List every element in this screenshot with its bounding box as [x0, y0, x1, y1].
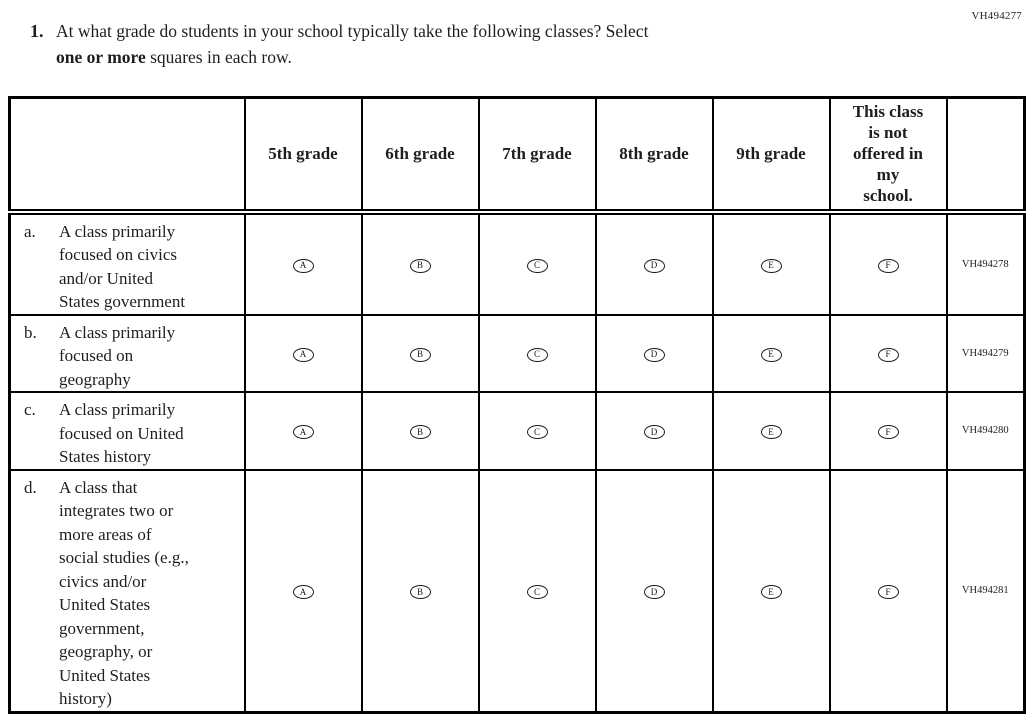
row-letter: c. [24, 400, 36, 419]
table-row-b: b. A class primarily focused on geograph… [9, 313, 1025, 392]
cell-b-not-offered: F [828, 313, 947, 392]
row-label-cell: a. A class primarily focused on civics a… [10, 212, 245, 315]
question-line2-rest: squares in each row. [145, 47, 292, 67]
row-letter: d. [24, 477, 37, 497]
answer-bubble-f[interactable]: F [877, 425, 899, 440]
cell-d-not-offered: F [828, 468, 947, 712]
cell-c-7th: C [477, 391, 596, 470]
answer-bubble-b[interactable]: B [409, 347, 431, 362]
question-bold-phrase: one or more [56, 47, 146, 67]
cell-b-7th: C [477, 313, 596, 392]
header-7th-grade: 7th grade [477, 97, 596, 215]
answer-bubble-d[interactable]: D [643, 425, 665, 440]
row-code: VH494280 [945, 391, 1025, 470]
answer-bubble-d[interactable]: D [643, 585, 665, 599]
cell-b-8th: D [594, 313, 713, 392]
answer-bubble-b[interactable]: B [409, 585, 431, 599]
answer-bubble-d[interactable]: D [643, 258, 665, 273]
cell-a-not-offered: F [828, 211, 947, 315]
answer-bubble-a[interactable]: A [292, 347, 314, 362]
cell-b-6th: B [360, 313, 479, 392]
answer-bubble-c[interactable]: C [526, 258, 548, 273]
answer-bubble-e[interactable]: E [760, 347, 782, 362]
answer-bubble-d[interactable]: D [643, 347, 665, 362]
header-5th-grade: 5th grade [243, 97, 362, 215]
answer-bubble-b[interactable]: B [409, 425, 431, 440]
cell-d-6th: B [360, 468, 479, 712]
cell-a-6th: B [360, 211, 479, 315]
answer-bubble-e[interactable]: E [760, 585, 782, 599]
row-letter: a. [24, 221, 36, 241]
cell-c-9th: E [711, 391, 830, 470]
header-8th-grade: 8th grade [594, 97, 713, 215]
answer-bubble-c[interactable]: C [526, 425, 548, 440]
row-label-cell: c. A class primarily focused on United S… [9, 391, 245, 470]
answer-bubble-e[interactable]: E [760, 425, 782, 440]
row-code: VH494279 [945, 313, 1025, 392]
row-label: A class primarily focused on civics and/… [59, 221, 186, 312]
table-row-d: d. A class that integrates two or more a… [9, 468, 1025, 712]
header-blank [9, 97, 245, 215]
row-letter: b. [24, 322, 37, 342]
answer-bubble-e[interactable]: E [760, 258, 782, 273]
table-row-c: c. A class primarily focused on United S… [9, 391, 1025, 470]
row-label: A class primarily focused on geography [59, 322, 176, 389]
cell-b-9th: E [711, 313, 830, 392]
cell-a-9th: E [711, 211, 830, 315]
row-label-cell: d. A class that integrates two or more a… [9, 468, 245, 712]
header-6th-grade: 6th grade [360, 97, 479, 215]
header-code-blank [945, 97, 1025, 215]
row-label-cell: b. A class primarily focused on geograph… [9, 313, 245, 392]
cell-b-5th: A [243, 313, 362, 392]
header-9th-grade: 9th grade [711, 97, 830, 215]
form-code: VH494277 [971, 10, 1022, 22]
cell-d-9th: E [711, 468, 830, 712]
cell-c-5th: A [243, 391, 362, 470]
cell-d-7th: C [477, 468, 596, 712]
header-not-offered: This class is not offered in my school. [828, 97, 947, 215]
cell-c-not-offered: F [828, 391, 947, 470]
grade-selection-table: 5th grade 6th grade 7th grade 8th grade … [8, 96, 1026, 714]
cell-a-5th: A [243, 211, 362, 315]
cell-a-8th: D [594, 211, 713, 315]
table-row-a: a. A class primarily focused on civics a… [10, 211, 1025, 315]
answer-bubble-f[interactable]: F [877, 258, 899, 273]
question-number: 1. [30, 21, 44, 41]
answer-bubble-a[interactable]: A [292, 258, 314, 273]
cell-c-8th: D [594, 391, 713, 470]
row-code: VH494278 [945, 211, 1025, 315]
question-block: 1. At what grade do students in your sch… [30, 18, 910, 70]
question-text: At what grade do students in your school… [56, 18, 648, 70]
answer-bubble-b[interactable]: B [409, 258, 431, 273]
question-line1: At what grade do students in your school… [56, 21, 649, 41]
cell-d-8th: D [594, 468, 713, 712]
answer-bubble-f[interactable]: F [877, 585, 899, 599]
answer-bubble-f[interactable]: F [877, 347, 899, 362]
cell-a-7th: C [477, 211, 596, 315]
cell-c-6th: B [360, 391, 479, 470]
row-label: A class that integrates two or more area… [59, 477, 189, 709]
answer-bubble-c[interactable]: C [526, 347, 548, 362]
header-row: 5th grade 6th grade 7th grade 8th grade … [9, 97, 1025, 215]
answer-bubble-a[interactable]: A [292, 585, 314, 599]
row-label: A class primarily focused on United Stat… [59, 400, 184, 466]
answer-bubble-a[interactable]: A [292, 425, 314, 440]
cell-d-5th: A [243, 468, 362, 712]
answer-bubble-c[interactable]: C [526, 585, 548, 599]
row-code: VH494281 [945, 468, 1025, 712]
